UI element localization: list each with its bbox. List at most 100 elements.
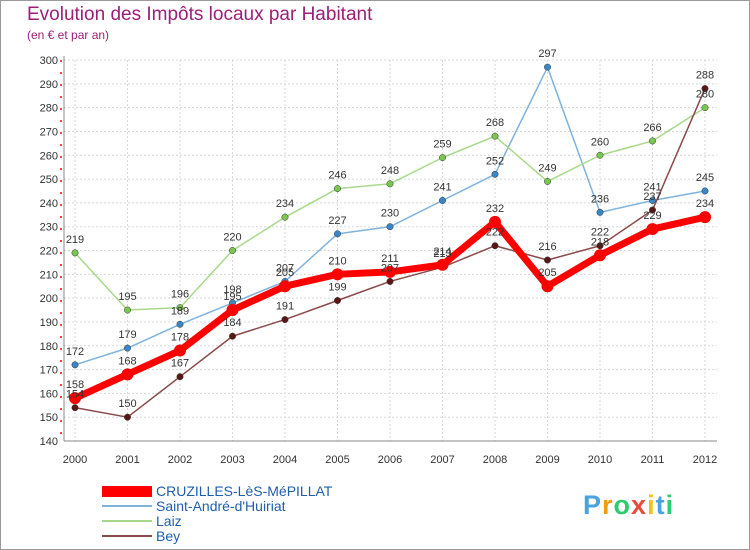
data-label-cruzilles-l-s-m-pillat-2003: 195 (223, 291, 241, 303)
data-label-laiz-2000: 219 (66, 234, 84, 246)
point-saint-andr-d-huiriat-2010 (596, 208, 604, 216)
legend-item-saint-andre[interactable]: Saint-André-d'Huiriat (102, 499, 332, 514)
data-label-saint-andr-d-huiriat-2006: 230 (381, 208, 399, 220)
legend-label-bey: Bey (156, 528, 181, 544)
data-label-laiz-2003: 220 (223, 232, 241, 244)
point-saint-andr-d-huiriat-2005 (334, 230, 341, 238)
logo-letter-2: o (613, 490, 632, 520)
data-label-laiz-2002: 196 (171, 289, 189, 301)
data-label-laiz-2011: 266 (643, 122, 661, 134)
y-tick-label-220: 220 (40, 246, 58, 258)
y-tick-label-300: 300 (40, 55, 58, 67)
legend-item-bey[interactable]: Bey (102, 529, 332, 544)
point-cruzilles-l-s-m-pillat-2003 (226, 304, 239, 317)
y-tick-label-140: 140 (40, 436, 58, 448)
data-label-laiz-2005: 246 (328, 170, 346, 182)
point-saint-andr-d-huiriat-2009 (544, 63, 551, 71)
point-laiz-2004 (281, 213, 289, 221)
data-label-bey-2012: 288 (696, 70, 714, 82)
data-label-cruzilles-l-s-m-pillat-2008: 232 (486, 203, 504, 215)
legend-item-laiz[interactable]: Laiz (102, 514, 332, 529)
point-saint-andr-d-huiriat-2001 (124, 344, 131, 352)
x-tick-label-2000: 2000 (63, 454, 87, 466)
data-label-saint-andr-d-huiriat-2002: 189 (171, 305, 189, 317)
y-tick-label-270: 270 (40, 126, 58, 138)
data-label-cruzilles-l-s-m-pillat-2007: 214 (433, 246, 451, 258)
point-bey-2010 (596, 242, 604, 250)
legend-label-laiz: Laiz (156, 513, 182, 529)
legend-swatch-bey (102, 535, 152, 537)
y-tick-label-250: 250 (40, 174, 58, 186)
data-label-saint-andr-d-huiriat-2001: 179 (118, 329, 136, 341)
y-tick-label-180: 180 (40, 341, 58, 353)
data-label-bey-2009: 216 (538, 241, 556, 253)
data-label-saint-andr-d-huiriat-2000: 172 (66, 346, 84, 358)
data-label-bey-2004: 191 (276, 301, 294, 313)
point-laiz-2001 (124, 306, 131, 314)
point-bey-2005 (334, 297, 341, 304)
y-tick-label-240: 240 (40, 198, 58, 210)
data-label-cruzilles-l-s-m-pillat-2000: 158 (66, 379, 84, 391)
point-bey-2008 (491, 242, 499, 250)
data-label-saint-andr-d-huiriat-2011: 241 (643, 181, 661, 193)
logo-letter-1: r (602, 490, 614, 520)
y-tick-label-150: 150 (40, 412, 58, 424)
x-tick-label-2001: 2001 (115, 454, 139, 466)
logo-letter-0: P (583, 490, 603, 520)
data-label-saint-andr-d-huiriat-2003: 198 (223, 284, 241, 296)
data-label-laiz-2007: 259 (433, 139, 451, 151)
data-label-bey-2006: 207 (381, 262, 399, 274)
data-label-bey-2011: 237 (643, 191, 661, 203)
legend-item-cruzilles[interactable]: CRUZILLES-LèS-MéPILLAT (102, 484, 332, 499)
y-tick-label-230: 230 (40, 222, 58, 234)
point-saint-andr-d-huiriat-2000 (71, 361, 79, 369)
data-label-cruzilles-l-s-m-pillat-2004: 205 (276, 267, 294, 279)
y-tick-label-290: 290 (40, 79, 58, 91)
data-label-laiz-2010: 260 (591, 136, 609, 148)
data-label-saint-andr-d-huiriat-2009: 297 (538, 48, 556, 60)
logo-letter-3: x (631, 490, 648, 520)
point-cruzilles-l-s-m-pillat-2002 (174, 344, 186, 357)
point-laiz-2008 (491, 132, 499, 140)
point-saint-andr-d-huiriat-2012 (701, 187, 709, 195)
x-tick-label-2012: 2012 (693, 454, 717, 466)
data-label-laiz-2004: 234 (276, 198, 294, 210)
data-label-bey-2008: 222 (486, 227, 504, 239)
data-label-cruzilles-l-s-m-pillat-2010: 218 (591, 236, 609, 248)
x-tick-label-2009: 2009 (535, 454, 559, 466)
y-tick-label-280: 280 (40, 103, 58, 115)
data-label-laiz-2009: 249 (538, 162, 556, 174)
data-label-bey-2000: 154 (66, 389, 84, 401)
data-label-bey-2005: 199 (328, 282, 346, 294)
data-label-cruzilles-l-s-m-pillat-2011: 229 (643, 210, 661, 222)
y-tick-label-210: 210 (40, 269, 58, 281)
x-tick-label-2004: 2004 (273, 454, 297, 466)
point-laiz-2005 (334, 185, 341, 193)
point-cruzilles-l-s-m-pillat-2004 (279, 280, 291, 293)
legend-swatch-saint-andre (102, 505, 152, 507)
data-label-saint-andr-d-huiriat-2004: 207 (276, 262, 294, 274)
point-laiz-2012 (701, 104, 709, 112)
point-saint-andr-d-huiriat-2008 (491, 170, 499, 178)
point-saint-andr-d-huiriat-2007 (439, 197, 446, 204)
point-cruzilles-l-s-m-pillat-2012 (699, 211, 711, 224)
chart-title: Evolution des Impôts locaux par Habitant (27, 4, 373, 25)
point-laiz-2011 (649, 137, 656, 145)
data-label-laiz-2012: 280 (696, 89, 714, 101)
point-cruzilles-l-s-m-pillat-2007 (436, 258, 449, 271)
point-laiz-2002 (176, 304, 184, 312)
point-cruzilles-l-s-m-pillat-2009 (541, 280, 554, 293)
data-label-laiz-2006: 248 (381, 165, 399, 177)
point-laiz-2010 (596, 151, 604, 159)
y-tick-label-200: 200 (40, 293, 58, 305)
data-label-laiz-2008: 268 (486, 117, 504, 129)
legend-label-cruzilles: CRUZILLES-LèS-MéPILLAT (156, 483, 333, 499)
point-bey-2004 (281, 316, 289, 324)
point-bey-2011 (649, 206, 656, 214)
legend: CRUZILLES-LèS-MéPILLAT Saint-André-d'Hui… (102, 484, 332, 544)
logo-letter-4: i (647, 490, 656, 520)
data-label-bey-2003: 184 (223, 317, 241, 329)
data-label-saint-andr-d-huiriat-2008: 252 (486, 155, 504, 167)
x-tick-label-2003: 2003 (220, 454, 244, 466)
